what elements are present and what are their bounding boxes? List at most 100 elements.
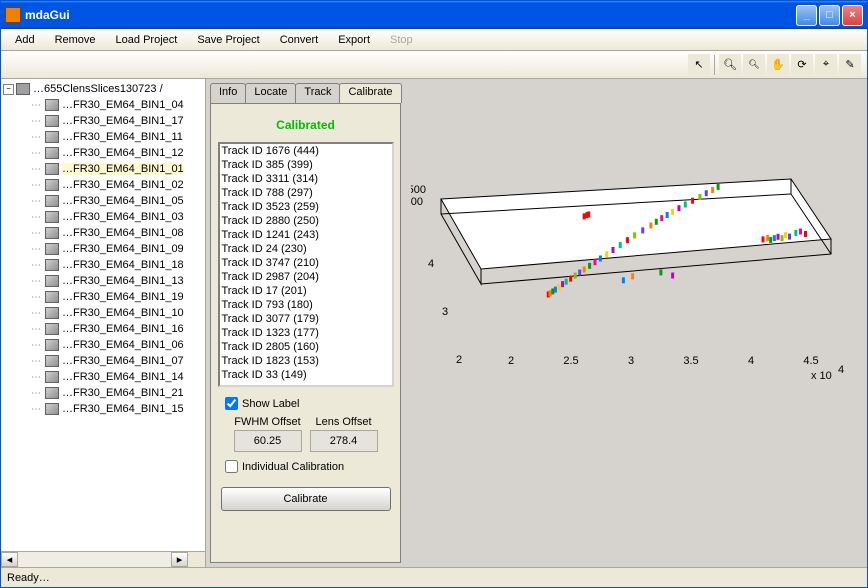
minimize-button[interactable]: _ [796, 5, 817, 26]
scroll-right-button[interactable]: ▸ [171, 552, 188, 567]
cube-icon [45, 115, 59, 127]
collapse-icon[interactable]: − [3, 84, 14, 95]
tree-item[interactable]: ⋯…FR30_EM64_BIN1_04 [3, 97, 203, 113]
zoom-out-icon[interactable]: 🔍︎ [743, 54, 765, 76]
app-icon [5, 7, 21, 23]
tree-item[interactable]: ⋯…FR30_EM64_BIN1_03 [3, 209, 203, 225]
track-list-item[interactable]: Track ID 3077 (179) [220, 312, 392, 326]
individual-calibration-row[interactable]: Individual Calibration [215, 460, 344, 473]
menu-save-project[interactable]: Save Project [187, 32, 269, 48]
tree-item-label: …FR30_EM64_BIN1_16 [62, 323, 184, 335]
track-list-item[interactable]: Track ID 33 (149) [220, 368, 392, 382]
menu-convert[interactable]: Convert [270, 32, 329, 48]
close-button[interactable]: × [842, 5, 863, 26]
track-list-item[interactable]: Track ID 24 (230) [220, 242, 392, 256]
tree-item[interactable]: ⋯ …FR30_EM64_BIN1_17 [3, 113, 203, 129]
scroll-left-button[interactable]: ◂ [1, 552, 18, 567]
track-list-item[interactable]: Track ID 1823 (153) [220, 354, 392, 368]
tab-track[interactable]: Track [295, 83, 340, 103]
tree-item[interactable]: ⋯…FR30_EM64_BIN1_13 [3, 273, 203, 289]
tree-item[interactable]: ⋯…FR30_EM64_BIN1_12 [3, 145, 203, 161]
individual-calibration-checkbox[interactable] [225, 460, 238, 473]
plot-panel[interactable]: -50050043222.533.544.5x 104 [401, 79, 867, 567]
tab-calibrate[interactable]: Calibrate [339, 83, 401, 103]
track-listbox[interactable]: Track ID 1676 (444)Track ID 385 (399)Tra… [218, 142, 394, 387]
cube-icon [45, 291, 59, 303]
tree-item[interactable]: ⋯ …FR30_EM64_BIN1_16 [3, 321, 203, 337]
tree-item[interactable]: ⋯ …FR30_EM64_BIN1_07 [3, 353, 203, 369]
scroll-track[interactable] [18, 552, 171, 567]
pan-icon[interactable]: ✋ [767, 54, 789, 76]
tree-connector: ⋯ [27, 388, 45, 399]
cube-icon [45, 131, 59, 143]
menu-add[interactable]: Add [5, 32, 45, 48]
pointer-icon[interactable]: ↖ [688, 54, 710, 76]
maximize-button[interactable]: □ [819, 5, 840, 26]
svg-text:500: 500 [411, 184, 426, 196]
track-list-item[interactable]: Track ID 1323 (177) [220, 326, 392, 340]
tree-item-label: …FR30_EM64_BIN1_04 [62, 99, 184, 111]
menu-export[interactable]: Export [328, 32, 380, 48]
svg-text:3: 3 [442, 306, 448, 318]
svg-text:4: 4 [748, 355, 754, 367]
tree-item[interactable]: ⋯…FR30_EM64_BIN1_18 [3, 257, 203, 273]
track-list-item[interactable]: Track ID 1676 (444) [220, 144, 392, 158]
track-list-item[interactable]: Track ID 2880 (250) [220, 214, 392, 228]
track-list-item[interactable]: Track ID 788 (297) [220, 186, 392, 200]
tree-connector: ⋯ [27, 244, 45, 255]
track-list-item[interactable]: Track ID 2805 (160) [220, 340, 392, 354]
data-cursor-icon[interactable]: ⌖ [815, 54, 837, 76]
track-list-item[interactable]: Track ID 1241 (243) [220, 228, 392, 242]
scroll-corner [188, 552, 205, 567]
tree-item[interactable]: ⋯…FR30_EM64_BIN1_08 [3, 225, 203, 241]
track-list-item[interactable]: Track ID 3747 (210) [220, 256, 392, 270]
tree-connector: ⋯ [27, 356, 45, 367]
tree-item-label: …FR30_EM64_BIN1_15 [62, 403, 184, 415]
tree-item[interactable]: ⋯…FR30_EM64_BIN1_01 [3, 161, 203, 177]
tree-item[interactable]: ⋯…FR30_EM64_BIN1_09 [3, 241, 203, 257]
tree-item[interactable]: ⋯…FR30_EM64_BIN1_10 [3, 305, 203, 321]
tree-connector: ⋯ [27, 148, 45, 159]
tree-item[interactable]: ⋯…FR30_EM64_BIN1_02 [3, 177, 203, 193]
track-list-item[interactable]: Track ID 3311 (314) [220, 172, 392, 186]
menu-remove[interactable]: Remove [45, 32, 106, 48]
tree-connector: ⋯ [27, 212, 45, 223]
calibrate-button[interactable]: Calibrate [221, 487, 391, 511]
tab-locate[interactable]: Locate [245, 83, 296, 103]
track-list-item[interactable]: Track ID 385 (399) [220, 158, 392, 172]
tree-connector: ⋯ [27, 116, 45, 127]
tree-item[interactable]: ⋯…FR30_EM64_BIN1_05 [3, 193, 203, 209]
show-label-checkbox-row[interactable]: Show Label [215, 397, 300, 410]
tree-connector: ⋯ [27, 308, 45, 319]
tree-item[interactable]: ⋯…FR30_EM64_BIN1_15 [3, 401, 203, 417]
track-list-item[interactable]: Track ID 17 (201) [220, 284, 392, 298]
track-list-item[interactable]: Track ID 3523 (259) [220, 200, 392, 214]
cube-icon [45, 227, 59, 239]
tree-root-label: …655ClensSlices130723 / [33, 83, 163, 95]
fwhm-offset-value: 60.25 [234, 430, 302, 452]
tab-info[interactable]: Info [210, 83, 246, 103]
cube-icon [45, 371, 59, 383]
status-text: Ready… [7, 572, 50, 584]
tree-item[interactable]: ⋯…FR30_EM64_BIN1_06 [3, 337, 203, 353]
tree-item-label: …FR30_EM64_BIN1_17 [62, 115, 184, 127]
brush-icon[interactable]: ✎ [839, 54, 861, 76]
tree-item[interactable]: ⋯…FR30_EM64_BIN1_19 [3, 289, 203, 305]
tree-item-label: …FR30_EM64_BIN1_07 [62, 355, 184, 367]
track-list-item[interactable]: Track ID 793 (180) [220, 298, 392, 312]
cube-icon [45, 243, 59, 255]
show-label-checkbox[interactable] [225, 397, 238, 410]
menu-load-project[interactable]: Load Project [106, 32, 188, 48]
tree-horizontal-scrollbar[interactable]: ◂ ▸ [1, 551, 205, 567]
track-list-item[interactable]: Track ID 2987 (204) [220, 270, 392, 284]
rotate-icon[interactable]: ⟳ [791, 54, 813, 76]
tree-item[interactable]: ⋯…FR30_EM64_BIN1_14 [3, 369, 203, 385]
tree-item[interactable]: ⋯…FR30_EM64_BIN1_21 [3, 385, 203, 401]
calibration-status: Calibrated [276, 118, 335, 132]
zoom-in-icon[interactable]: 🔍︎ [719, 54, 741, 76]
tree-root[interactable]: − …655ClensSlices130723 / [3, 81, 203, 97]
tree-item[interactable]: ⋯…FR30_EM64_BIN1_11 [3, 129, 203, 145]
show-label-text: Show Label [242, 398, 300, 410]
plot-3d[interactable]: -50050043222.533.544.5x 104 [411, 139, 861, 519]
tree-connector: ⋯ [27, 324, 45, 335]
